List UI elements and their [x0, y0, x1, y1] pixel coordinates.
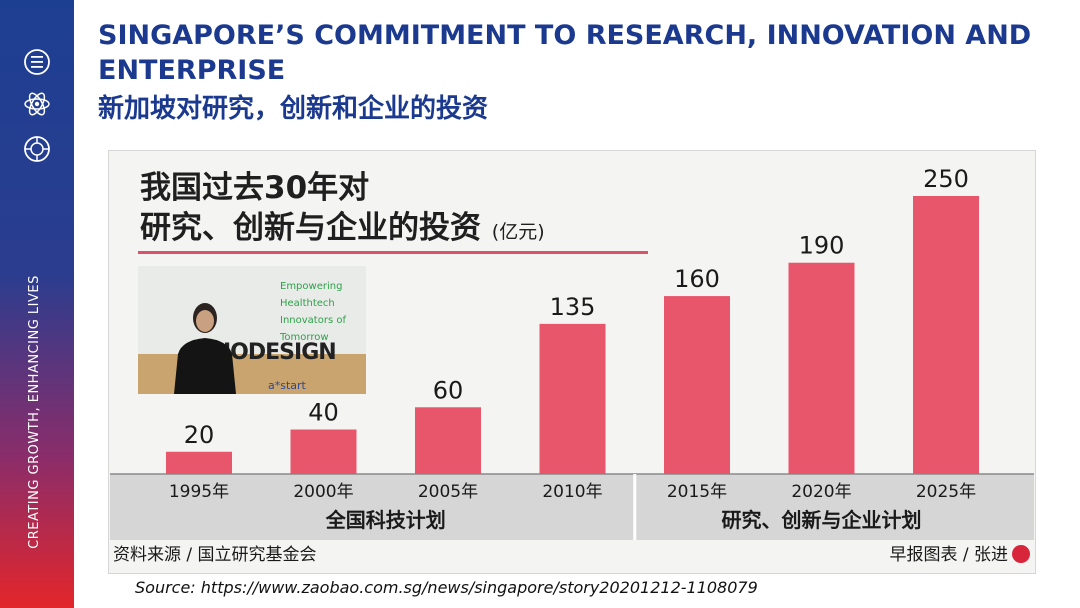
video-logo-text: a*start — [268, 379, 306, 392]
chart-title-line2: 研究、创新与企业的投资 — [140, 210, 481, 246]
chart-title-line1: 我国过去30年对 — [140, 170, 370, 206]
slide-title-cn: 新加坡对研究，创新和企业的投资 — [98, 94, 489, 124]
atom-icon — [24, 92, 50, 116]
chart-title-rule — [138, 251, 648, 254]
presenter-person — [174, 303, 236, 394]
circuit-brain-icon — [24, 136, 50, 162]
video-banner-text: Empowering Healthtech Innovators of Tomo… — [280, 281, 346, 343]
binary-code-icon — [24, 49, 50, 75]
sidebar-tagline: CREATING GROWTH, ENHANCING LIVES — [27, 275, 42, 549]
presenter-video[interactable]: Empowering Healthtech Innovators of Tomo… — [138, 266, 366, 394]
slide-title-en: SINGAPORE’S COMMITMENT TO RESEARCH, INNO… — [98, 20, 1032, 86]
chart-unit: (亿元) — [491, 221, 545, 243]
sidebar: CREATING GROWTH, ENHANCING LIVES — [0, 0, 74, 608]
source-citation: Source: https://www.zaobao.com.sg/news/s… — [135, 578, 758, 597]
chart-title: 我国过去30年对 研究、创新与企业的投资 (亿元) — [140, 168, 545, 252]
video-backdrop-word: IODESIGN — [223, 340, 337, 365]
